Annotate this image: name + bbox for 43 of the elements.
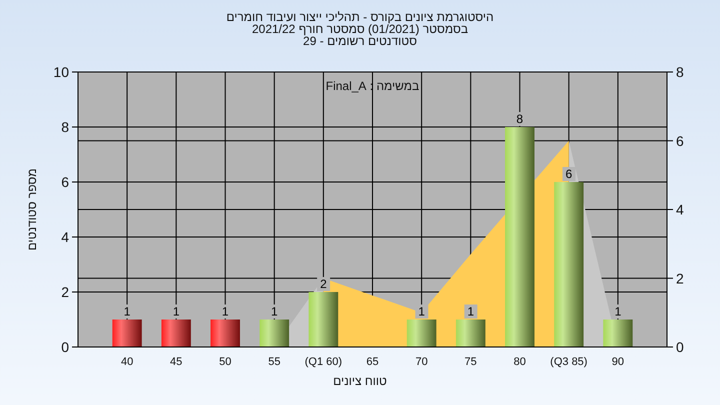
y2-tick-label: 2 [676,270,684,286]
data-label: 6 [565,167,572,181]
data-label: 2 [320,277,328,291]
bar [505,127,534,347]
x-tick-label: 55 [268,356,280,368]
y-tick-label: 4 [61,229,70,245]
y2-tick-label: 6 [676,132,684,149]
data-label: 8 [516,112,524,126]
x-axis-title: טווח ציונים [333,374,388,388]
y2-tick-label: 8 [676,64,684,80]
x-tick-label: 75 [464,356,477,368]
bar [161,320,191,347]
bar [456,320,486,347]
y-tick-label: 8 [61,119,70,135]
data-label: 1 [614,304,622,318]
x-tick-label: 40 [120,356,134,368]
data-label: 1 [418,304,426,318]
x-tick-label: 50 [219,356,232,368]
bar [406,320,436,347]
data-label: 1 [222,304,229,318]
data-label: 1 [467,304,474,318]
x-tick-label: 80 [514,356,526,368]
chart-title: היסטוגרמת ציונים בקורס - תהליכי ייצור ועיבוד חומרים בסמסטר (01/2021) סמסטר חורף 2021/22 סטודנטים רשומים - 29 [226,10,494,48]
y-tick-label: 6 [61,174,70,190]
x-tick-label: 45 [170,356,182,368]
x-tick-label: (Q1 60) [304,356,342,368]
bar [603,320,633,347]
annotation: במשימה : Final_A [326,79,420,93]
x-tick-label: (Q3 85) [550,356,588,368]
x-tick-label: 65 [366,356,379,368]
y-tick-label: 2 [61,284,70,300]
y-tick-label: 10 [53,64,70,80]
bar [210,320,240,347]
y2-tick-label: 0 [676,339,684,355]
y-axis-title: מספר סטודנטים [25,168,39,251]
x-tick-label: 70 [415,356,428,368]
y-tick-label: 0 [61,339,70,355]
x-tick-label: 90 [612,356,624,368]
data-label: 1 [124,304,131,318]
y2-tick-label: 4 [676,202,684,218]
bar [112,320,142,347]
data-label: 1 [172,304,180,318]
data-label: 1 [270,304,278,318]
